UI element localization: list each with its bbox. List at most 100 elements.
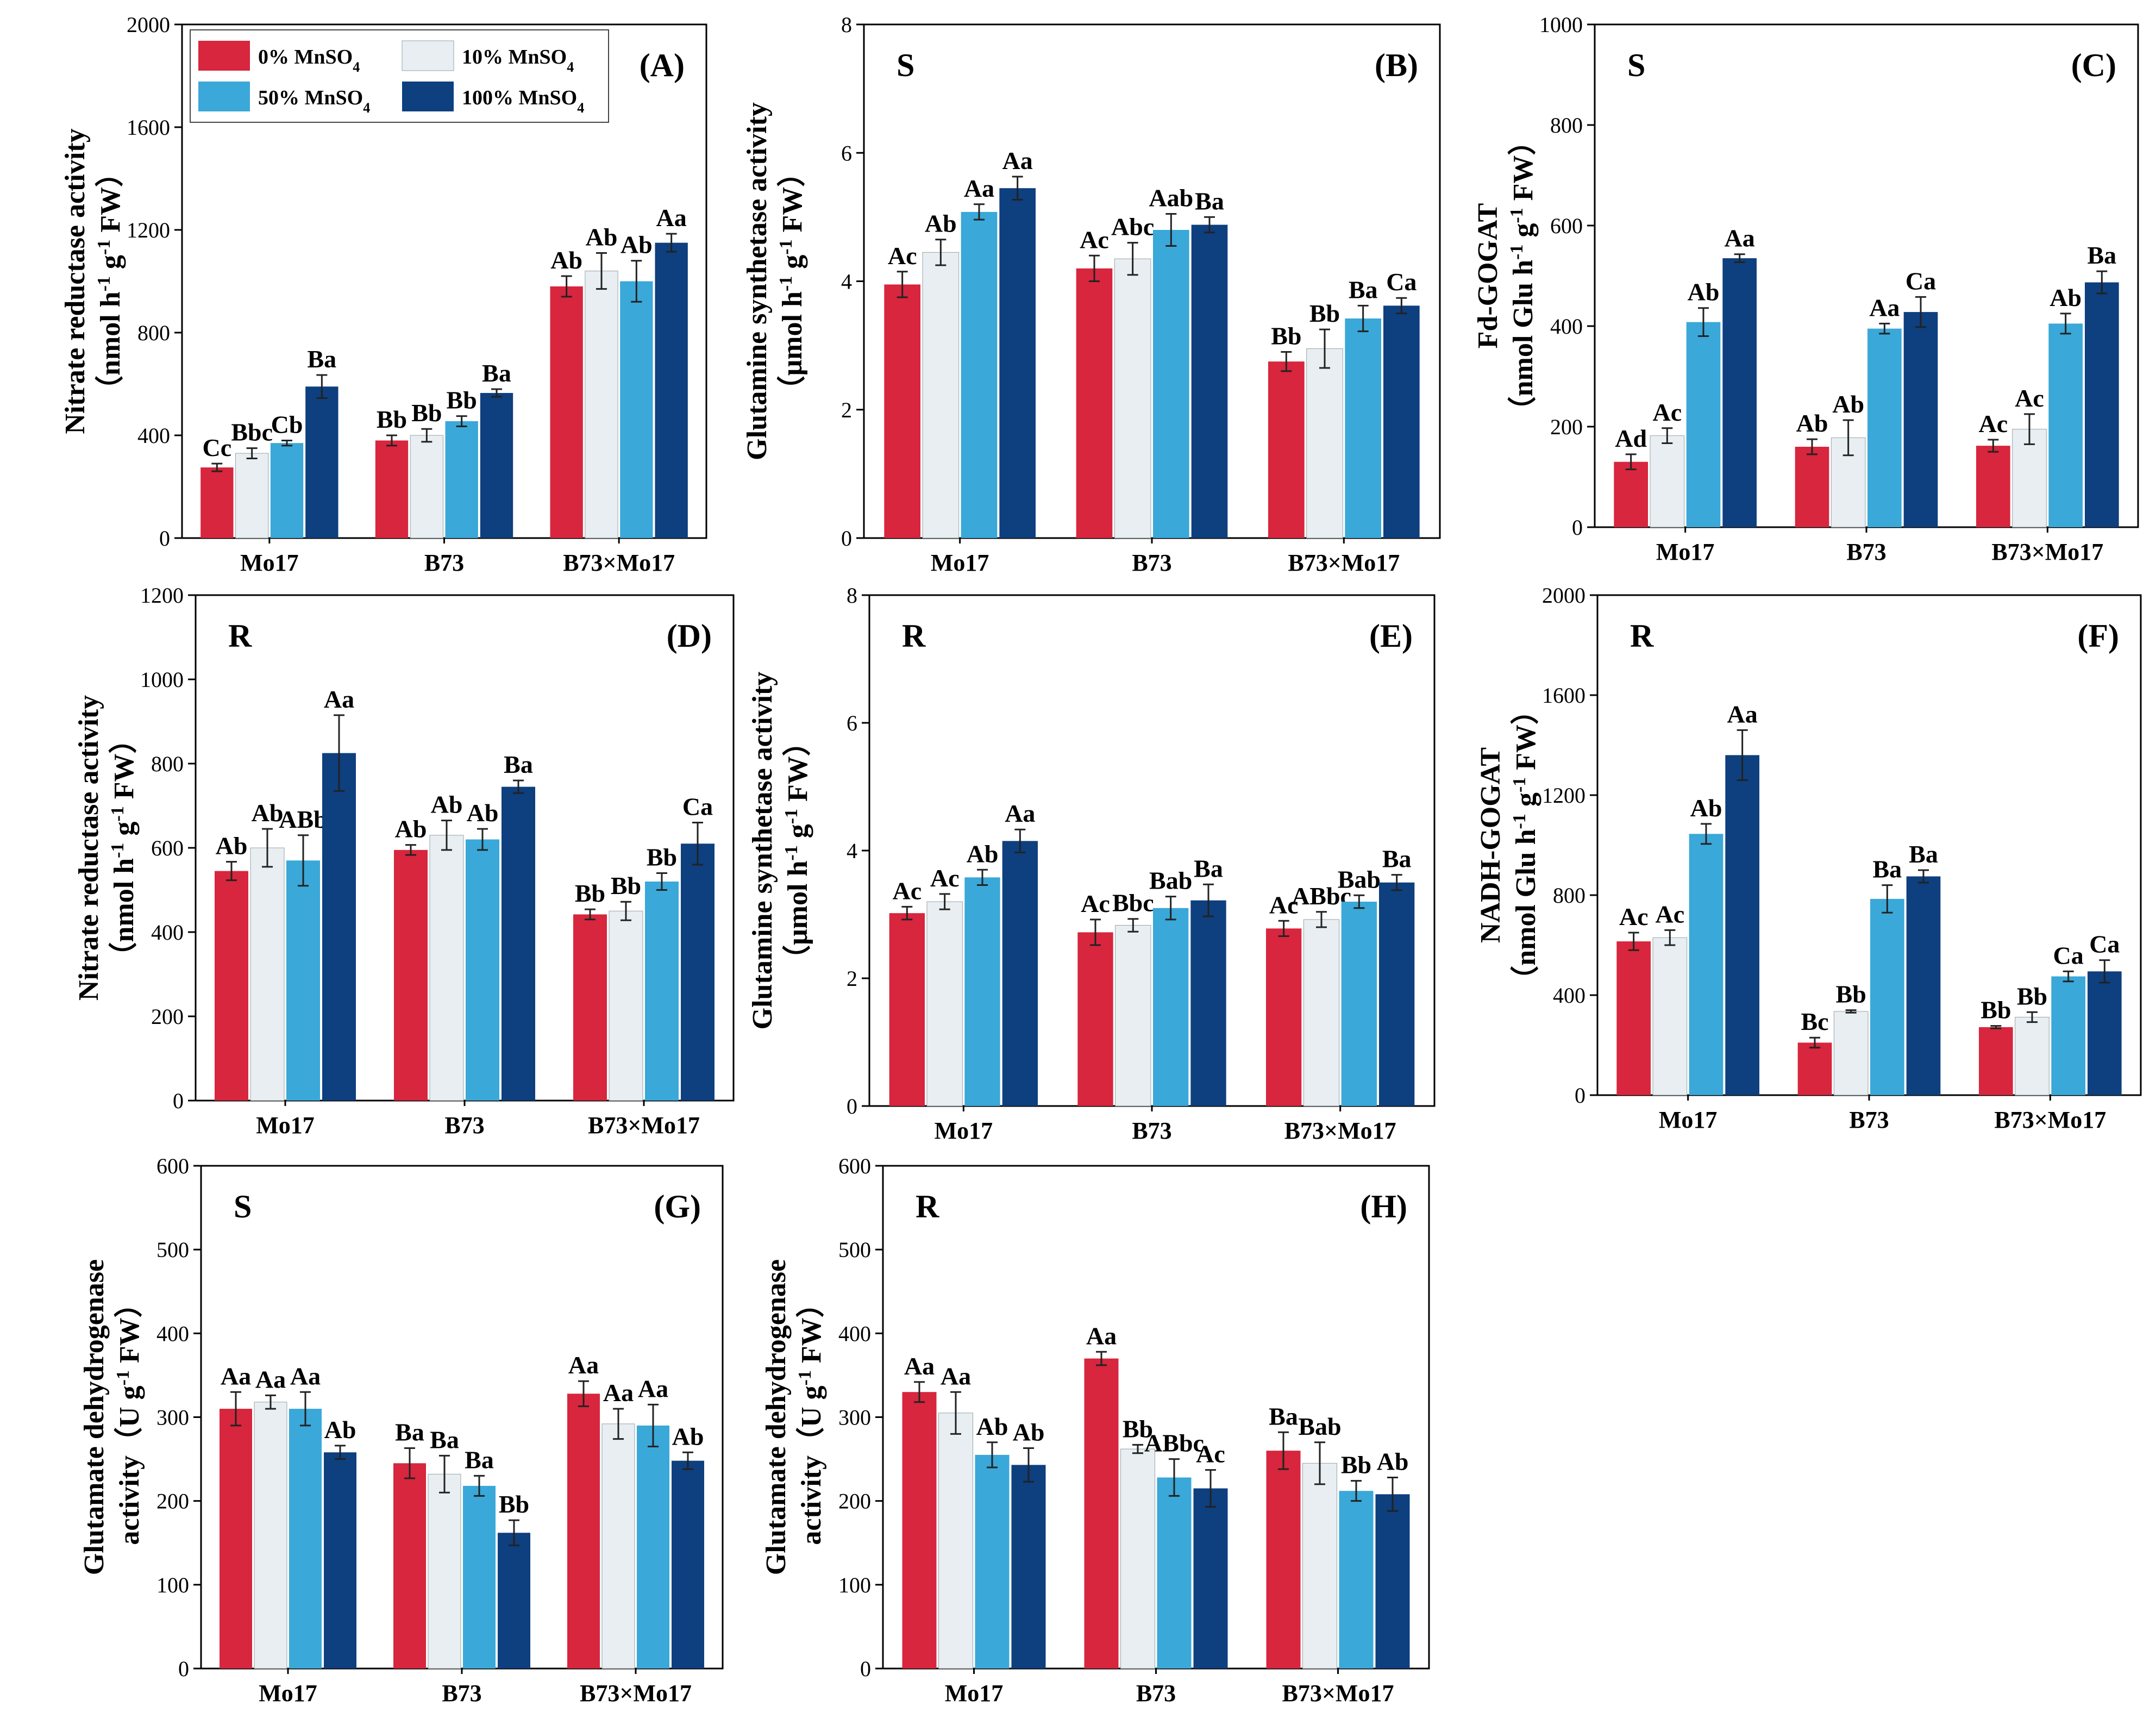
bar <box>655 242 688 538</box>
y-axis-title: Glutamine synthetase activity <box>747 672 778 1030</box>
significance-label: Bb <box>647 843 677 871</box>
significance-label: Ab <box>467 799 499 827</box>
bar <box>1302 1463 1337 1669</box>
significance-label: Bb <box>411 399 442 427</box>
significance-label: ABbc <box>1144 1429 1204 1457</box>
significance-label: Aa <box>904 1352 935 1380</box>
category-label: Mo17 <box>240 549 299 576</box>
y-tick-label: 2 <box>847 966 857 991</box>
chart-panel-F: 0 400 800 1200 1600 2000 NADH-GOGAT （nmol Glu h… <box>1475 583 2142 1133</box>
legend-swatch <box>402 82 454 111</box>
bar <box>250 847 285 1101</box>
y-tick-label: 600 <box>1550 214 1583 238</box>
tissue-label: R <box>902 618 926 654</box>
chart-panel-G: 0 100 200 300 400 500 600 Glutamate dehydrogena… <box>79 1154 724 1707</box>
bar <box>938 1413 973 1669</box>
significance-label: ABb <box>279 805 327 833</box>
bar <box>1616 941 1651 1095</box>
significance-label: Aa <box>290 1362 321 1390</box>
y-axis-units: （μmol h-1 g-1 FW） <box>781 728 814 973</box>
significance-label: Ab <box>672 1422 704 1450</box>
significance-label: Ca <box>1906 267 1936 295</box>
bar <box>645 882 679 1101</box>
y-tick-label: 400 <box>156 1321 189 1346</box>
y-tick-label: 1600 <box>127 115 170 140</box>
significance-label: Ac <box>1656 900 1685 928</box>
significance-label: Ac <box>930 864 960 892</box>
significance-label: Ab <box>1796 409 1828 437</box>
category-label: B73 <box>444 1112 484 1139</box>
bar <box>1153 230 1189 538</box>
bar <box>637 1425 669 1669</box>
significance-label: Ca <box>2089 930 2120 958</box>
y-tick-label: 1600 <box>1542 683 1585 708</box>
bar <box>322 753 356 1101</box>
significance-label: Ba <box>395 1419 424 1446</box>
significance-label: Aa <box>568 1351 599 1379</box>
y-tick-label: 600 <box>151 836 184 860</box>
significance-label: Ab <box>2050 284 2082 311</box>
bar <box>1341 902 1377 1106</box>
significance-label: Ab <box>1688 278 1720 306</box>
significance-label: Bab <box>1338 865 1381 893</box>
significance-label: Bbc <box>231 418 273 446</box>
bar <box>1077 932 1113 1106</box>
y-tick-label: 0 <box>173 1089 184 1113</box>
tissue-label: R <box>916 1189 939 1224</box>
bar <box>609 910 643 1101</box>
category-label: B73 <box>1136 1680 1176 1707</box>
bar <box>620 281 653 538</box>
significance-label: Ba <box>1909 840 1938 868</box>
significance-label: Ab <box>1377 1448 1409 1476</box>
panel-label: (B) <box>1375 47 1418 83</box>
bar <box>1002 841 1038 1106</box>
significance-label: Bb <box>1836 980 1866 1008</box>
y-tick-label: 600 <box>156 1154 189 1178</box>
y-tick-label: 100 <box>838 1573 871 1597</box>
y-axis-title: Nitrate reductase activity <box>73 695 104 1001</box>
legend-label: 10% MnSO4 <box>462 46 574 75</box>
bar <box>964 877 1000 1106</box>
y-tick-label: 300 <box>838 1405 871 1430</box>
bar <box>289 1409 322 1669</box>
category-label: Mo17 <box>259 1680 317 1707</box>
bar <box>1076 268 1113 538</box>
y-tick-label: 600 <box>838 1154 871 1178</box>
category-label: Mo17 <box>931 549 989 576</box>
panel-label: (H) <box>1360 1189 1407 1224</box>
bar <box>428 1473 461 1669</box>
y-tick-label: 800 <box>1553 883 1585 908</box>
legend-label: 100% MnSO4 <box>462 86 584 116</box>
bar <box>1686 322 1721 527</box>
bar <box>254 1402 287 1669</box>
y-tick-label: 2000 <box>1542 583 1585 608</box>
y-tick-label: 400 <box>151 920 184 945</box>
significance-label: Aa <box>255 1365 286 1393</box>
tissue-label: R <box>228 618 252 654</box>
significance-label: Ab <box>216 832 248 860</box>
bar <box>1306 348 1343 539</box>
y-axis-units: （nmol h-1 g-1 FW） <box>94 159 127 404</box>
y-tick-label: 1000 <box>1539 13 1583 37</box>
significance-label: Bb <box>1309 299 1340 327</box>
significance-label: Bb <box>575 879 605 907</box>
y-tick-label: 400 <box>1553 983 1585 1008</box>
bar <box>961 211 998 538</box>
bar <box>1303 919 1340 1107</box>
bar <box>270 443 304 538</box>
bar <box>1266 928 1302 1106</box>
bar <box>2085 282 2119 527</box>
bar <box>1268 361 1305 538</box>
bar <box>1153 908 1189 1106</box>
legend: 0% MnSO4 10% MnSO4 50% MnSO4 100% MnSO4 <box>190 29 609 123</box>
tissue-label: S <box>234 1189 252 1224</box>
bar <box>1120 1448 1155 1669</box>
y-axis-units: （nmol Glu h-1 g-1 FW） <box>1509 696 1542 994</box>
significance-label: Ab <box>586 223 618 251</box>
significance-label: Ca <box>2053 941 2084 969</box>
significance-label: Bb <box>1980 996 2011 1024</box>
bar <box>1345 318 1381 538</box>
bar <box>550 286 583 538</box>
y-tick-label: 0 <box>841 526 852 551</box>
tissue-label: S <box>897 47 914 83</box>
